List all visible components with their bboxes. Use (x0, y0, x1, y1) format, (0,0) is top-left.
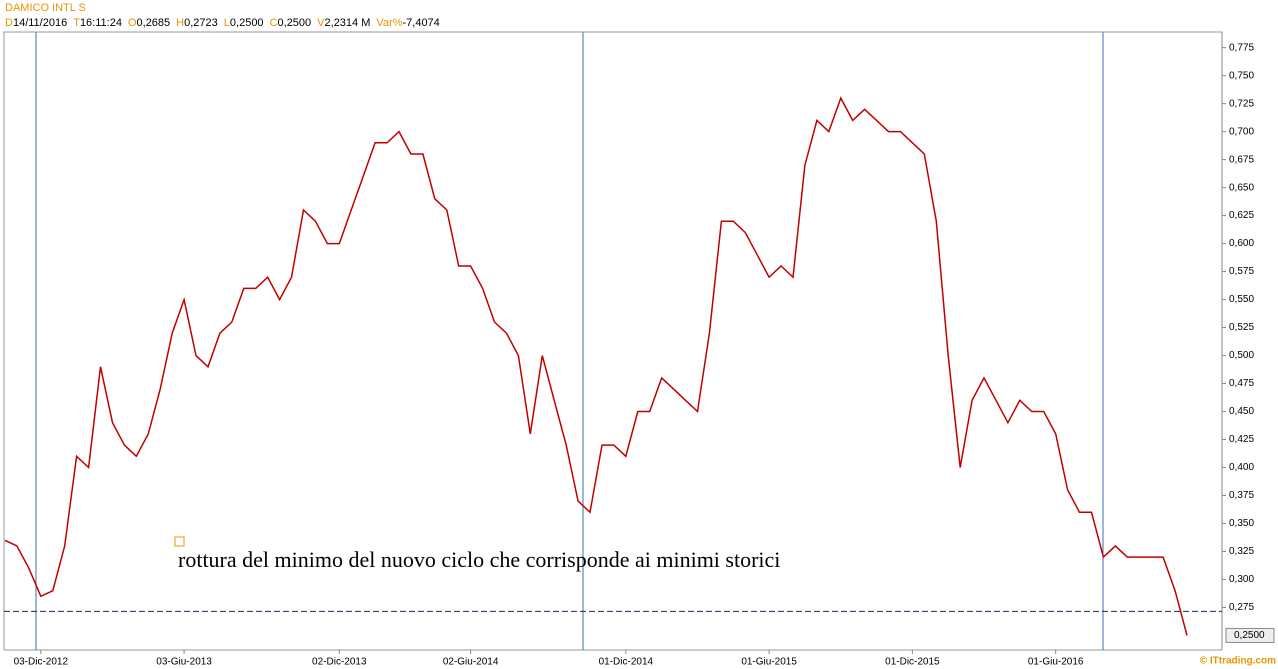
footer: © ITtrading.com (1200, 656, 1276, 667)
x-tick-label: 01-Dic-2014 (599, 657, 654, 668)
y-tick-label: 0,300 (1229, 574, 1254, 585)
x-tick-label: 02-Dic-2013 (312, 657, 367, 668)
y-tick-label: 0,775 (1229, 42, 1254, 53)
y-tick-label: 0,700 (1229, 126, 1254, 137)
header-value: 16:11:24 (80, 17, 122, 29)
header-key: V (317, 17, 325, 29)
header-value: 0,2500 (230, 17, 264, 29)
header-key: O (128, 17, 137, 29)
header-line: D14/11/2016 T16:11:24 O0,2685 H0,2723 L0,250… (5, 17, 440, 29)
y-tick-label: 0,650 (1229, 182, 1254, 193)
header-value: 0,2500 (278, 17, 312, 29)
x-tick-label: 02-Giu-2014 (443, 657, 499, 668)
y-tick-label: 0,425 (1229, 434, 1254, 445)
y-tick-label: 0,400 (1229, 462, 1254, 473)
x-tick-label: 01-Giu-2015 (741, 657, 797, 668)
y-tick-label: 0,725 (1229, 98, 1254, 109)
header-key: H (176, 17, 184, 29)
y-tick-label: 0,325 (1229, 546, 1254, 557)
x-tick-label: 01-Giu-2016 (1028, 657, 1084, 668)
y-tick-label: 0,675 (1229, 154, 1254, 165)
header-value: 14/11/2016 (13, 17, 67, 29)
chart-title: DAMICO INTL S (5, 2, 86, 14)
annotation: rottura del minimo del nuovo ciclo che c… (178, 547, 780, 572)
y-tick-label: 0,525 (1229, 322, 1254, 333)
header-value: -7,4074 (402, 17, 439, 29)
y-tick-label: 0,600 (1229, 238, 1254, 249)
header-value: 2,2314 M (325, 17, 371, 29)
last-price-label: 0,2500 (1234, 630, 1265, 641)
annotation-marker (174, 536, 185, 547)
y-tick-label: 0,375 (1229, 490, 1254, 501)
header-key: T (73, 17, 80, 29)
y-tick-label: 0,350 (1229, 518, 1254, 529)
y-tick-label: 0,575 (1229, 266, 1254, 277)
last-price-box (1225, 627, 1275, 643)
y-tick-label: 0,275 (1229, 602, 1254, 613)
price-line (4, 96, 1188, 636)
y-tick-label: 0,450 (1229, 406, 1254, 417)
header-key: D (5, 17, 13, 29)
header-value: 0,2685 (137, 17, 171, 29)
header-key: C (270, 17, 278, 29)
header-value: 0,2723 (184, 17, 218, 29)
y-tick-label: 0,750 (1229, 70, 1254, 81)
x-tick-label: 03-Giu-2013 (156, 657, 212, 668)
x-tick-label: 03-Dic-2012 (14, 657, 69, 668)
header-key: L (224, 17, 230, 29)
y-tick-label: 0,550 (1229, 294, 1254, 305)
y-tick-label: 0,475 (1229, 378, 1254, 389)
header-key: Var% (376, 17, 402, 29)
y-tick-label: 0,625 (1229, 210, 1254, 221)
x-tick-label: 01-Dic-2015 (885, 657, 940, 668)
y-tick-label: 0,500 (1229, 350, 1254, 361)
